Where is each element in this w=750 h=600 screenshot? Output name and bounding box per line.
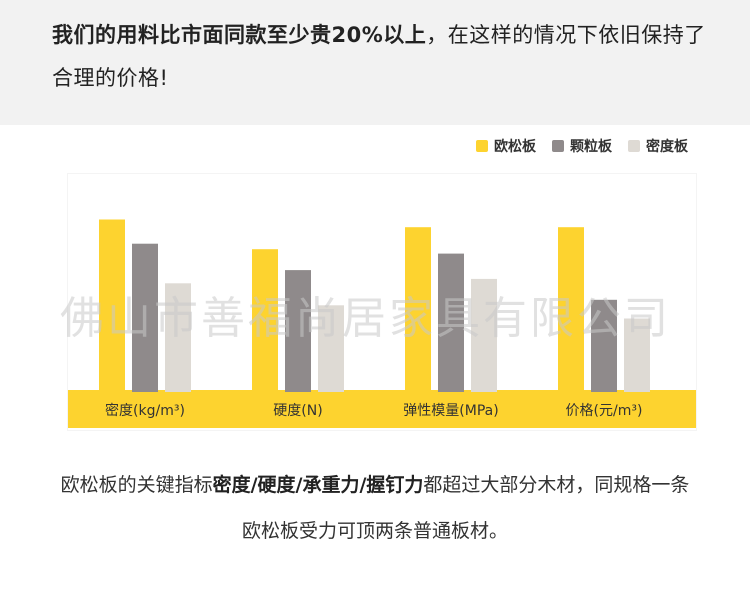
bar-osb-2	[405, 227, 431, 392]
bar-particleboard-1	[285, 270, 311, 392]
legend-swatch-particleboard	[552, 140, 564, 152]
caption-bold: 密度/硬度/承重力/握钉力	[212, 474, 424, 496]
x-tick-label-0: 密度(kg/m³)	[105, 402, 185, 419]
chart-card: 密度(kg/m³) 硬度(N) 弹性模量(MPa) 价格(元/m³)	[68, 174, 696, 430]
headline-bold: 我们的用料比市面同款至少贵20%以上	[52, 23, 427, 47]
bar-mdf-1	[318, 305, 344, 392]
bar-osb-1	[252, 249, 278, 392]
legend-label-osb: 欧松板	[494, 139, 536, 155]
axis-band	[68, 390, 696, 428]
bar-chart: 密度(kg/m³) 硬度(N) 弹性模量(MPa) 价格(元/m³)	[68, 219, 696, 428]
legend-item-particleboard: 颗粒板	[552, 136, 612, 156]
headline: 我们的用料比市面同款至少贵20%以上，在这样的情况下依旧保持了合理的价格!	[52, 14, 712, 100]
bar-osb-0	[99, 219, 125, 392]
legend-item-osb: 欧松板	[476, 136, 536, 156]
legend-item-mdf: 密度板	[628, 136, 688, 156]
bar-mdf-0	[165, 283, 191, 392]
x-tick-label-2: 弹性模量(MPa)	[403, 403, 498, 419]
legend-label-mdf: 密度板	[646, 139, 688, 155]
bar-osb-3	[558, 227, 584, 392]
bar-mdf-3	[624, 318, 650, 392]
legend-label-particleboard: 颗粒板	[570, 139, 612, 155]
top-panel	[0, 0, 750, 125]
caption: 欧松板的关键指标密度/硬度/承重力/握钉力都超过大部分木材，同规格一条欧松板受力…	[60, 462, 690, 554]
bar-particleboard-3	[591, 299, 617, 392]
bar-particleboard-2	[438, 253, 464, 392]
legend-swatch-osb	[476, 140, 488, 152]
caption-suffix: 都超过大部分木材，同规格一条欧松板受力可顶两条普通板材。	[241, 474, 690, 542]
chart-legend: 欧松板 颗粒板 密度板	[476, 136, 688, 156]
x-tick-label-3: 价格(元/m³)	[566, 403, 643, 419]
caption-prefix: 欧松板的关键指标	[60, 474, 213, 496]
bar-particleboard-0	[132, 243, 158, 392]
bar-mdf-2	[471, 278, 497, 392]
headline-rest: ，在这样的情况下依旧保持了合理的价格!	[52, 23, 706, 90]
legend-swatch-mdf	[628, 140, 640, 152]
x-tick-label-1: 硬度(N)	[273, 403, 322, 419]
